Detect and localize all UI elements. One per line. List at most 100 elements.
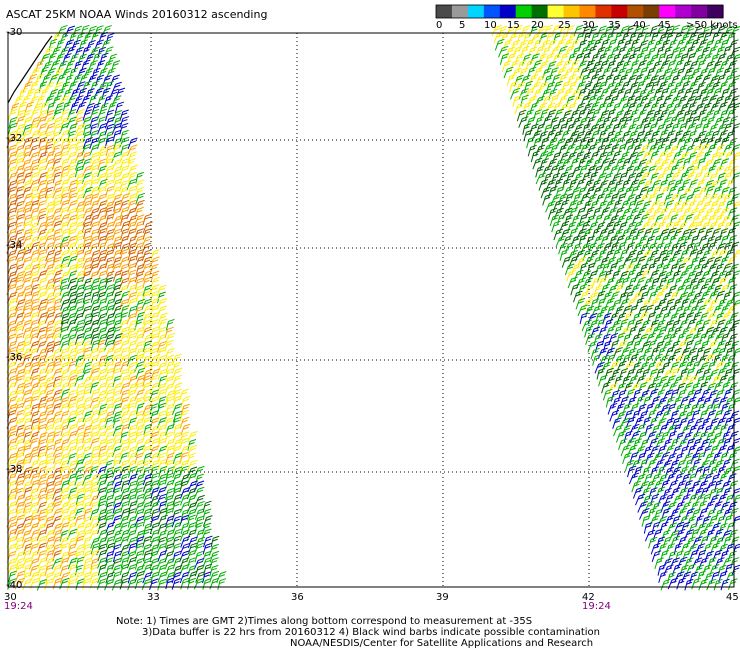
wind-barb [574, 221, 585, 233]
wind-barb [555, 235, 566, 248]
wind-barb [717, 101, 728, 114]
wind-barb [696, 473, 707, 486]
wind-barb [98, 438, 108, 450]
wind-barb [173, 388, 182, 401]
wind-barb [501, 60, 512, 73]
wind-barb [90, 164, 100, 177]
wind-barb [730, 319, 740, 332]
wind-barb [75, 522, 86, 534]
wind-barb [574, 102, 586, 115]
wind-barb [658, 571, 668, 583]
wind-barb [172, 410, 183, 423]
wind-barb [216, 571, 227, 583]
wind-barb [89, 514, 100, 527]
wind-barb [660, 578, 671, 591]
wind-barb [580, 74, 590, 86]
wind-barb [589, 150, 600, 163]
wind-barb [22, 452, 33, 465]
wind-barb [56, 88, 66, 100]
wind-barb [654, 409, 665, 422]
wind-barb [105, 402, 115, 415]
wind-barb [164, 550, 175, 563]
wind-barb [142, 228, 152, 240]
wind-barb [649, 368, 659, 381]
wind-barb [578, 283, 588, 296]
wind-barb [651, 550, 662, 562]
wind-barb [8, 396, 18, 408]
wind-barb [171, 578, 182, 590]
wind-barb [542, 143, 554, 156]
wind-barb [97, 277, 108, 290]
wind-barb [68, 186, 78, 199]
wind-barb [21, 410, 33, 423]
wind-barb [70, 88, 81, 100]
wind-barb [120, 507, 130, 520]
wind-barb [38, 432, 48, 444]
wind-barb [158, 318, 168, 331]
wind-barb [172, 535, 182, 548]
wind-barb [637, 305, 648, 317]
wind-barb [556, 67, 567, 79]
wind-barb [186, 472, 198, 485]
wind-barb [82, 249, 92, 261]
wind-barb [721, 381, 731, 394]
wind-barb [579, 213, 589, 226]
wind-barb [648, 487, 658, 499]
wind-barb [37, 298, 48, 311]
wind-barb [8, 340, 18, 353]
wind-barb [37, 556, 48, 569]
wind-barb [67, 452, 77, 465]
wind-barb [37, 347, 48, 360]
wind-barb [51, 130, 62, 143]
wind-barb [67, 521, 78, 534]
wind-barb [210, 535, 220, 548]
wind-barb [135, 263, 145, 276]
wind-barb [68, 179, 78, 192]
wind-barb [201, 550, 212, 563]
wind-barb [44, 346, 55, 359]
wind-barb [14, 130, 25, 143]
wind-barb [621, 109, 632, 122]
wind-barb [666, 256, 677, 269]
wind-barb [60, 479, 70, 492]
wind-barb [597, 298, 607, 310]
wind-barb [44, 95, 55, 107]
wind-barb [682, 305, 692, 318]
wind-barb [706, 311, 717, 324]
wind-barb [179, 563, 190, 576]
wind-barb [89, 437, 100, 450]
wind-barb [623, 382, 634, 394]
wind-barb [685, 438, 696, 450]
wind-barb [601, 381, 611, 394]
wind-barb [59, 571, 70, 584]
wind-barb [601, 214, 612, 226]
wind-barb [582, 129, 594, 142]
wind-barb [632, 95, 643, 107]
wind-barb [643, 179, 653, 192]
wind-barb [627, 396, 637, 409]
wind-barb [127, 262, 137, 275]
wind-barb [605, 325, 616, 338]
wind-barb [112, 403, 123, 415]
wind-barb [644, 501, 655, 513]
wind-barb [157, 375, 168, 388]
wind-barb [615, 403, 625, 415]
wind-barb [36, 375, 47, 388]
wind-barb [119, 192, 131, 205]
wind-barb [645, 186, 655, 198]
wind-barb [568, 81, 578, 93]
wind-barb [15, 409, 25, 422]
wind-barb [96, 473, 108, 486]
wind-barb [582, 123, 592, 135]
wind-barb [120, 347, 130, 359]
wind-barb [558, 94, 569, 107]
wind-barb [127, 151, 138, 163]
wind-barb [30, 472, 40, 485]
wind-barb [29, 199, 40, 212]
wind-barb [113, 452, 123, 464]
wind-barb [37, 213, 47, 226]
wind-barb [105, 263, 115, 275]
wind-barb [719, 158, 730, 170]
wind-barb [677, 340, 688, 352]
wind-barb [149, 340, 160, 353]
